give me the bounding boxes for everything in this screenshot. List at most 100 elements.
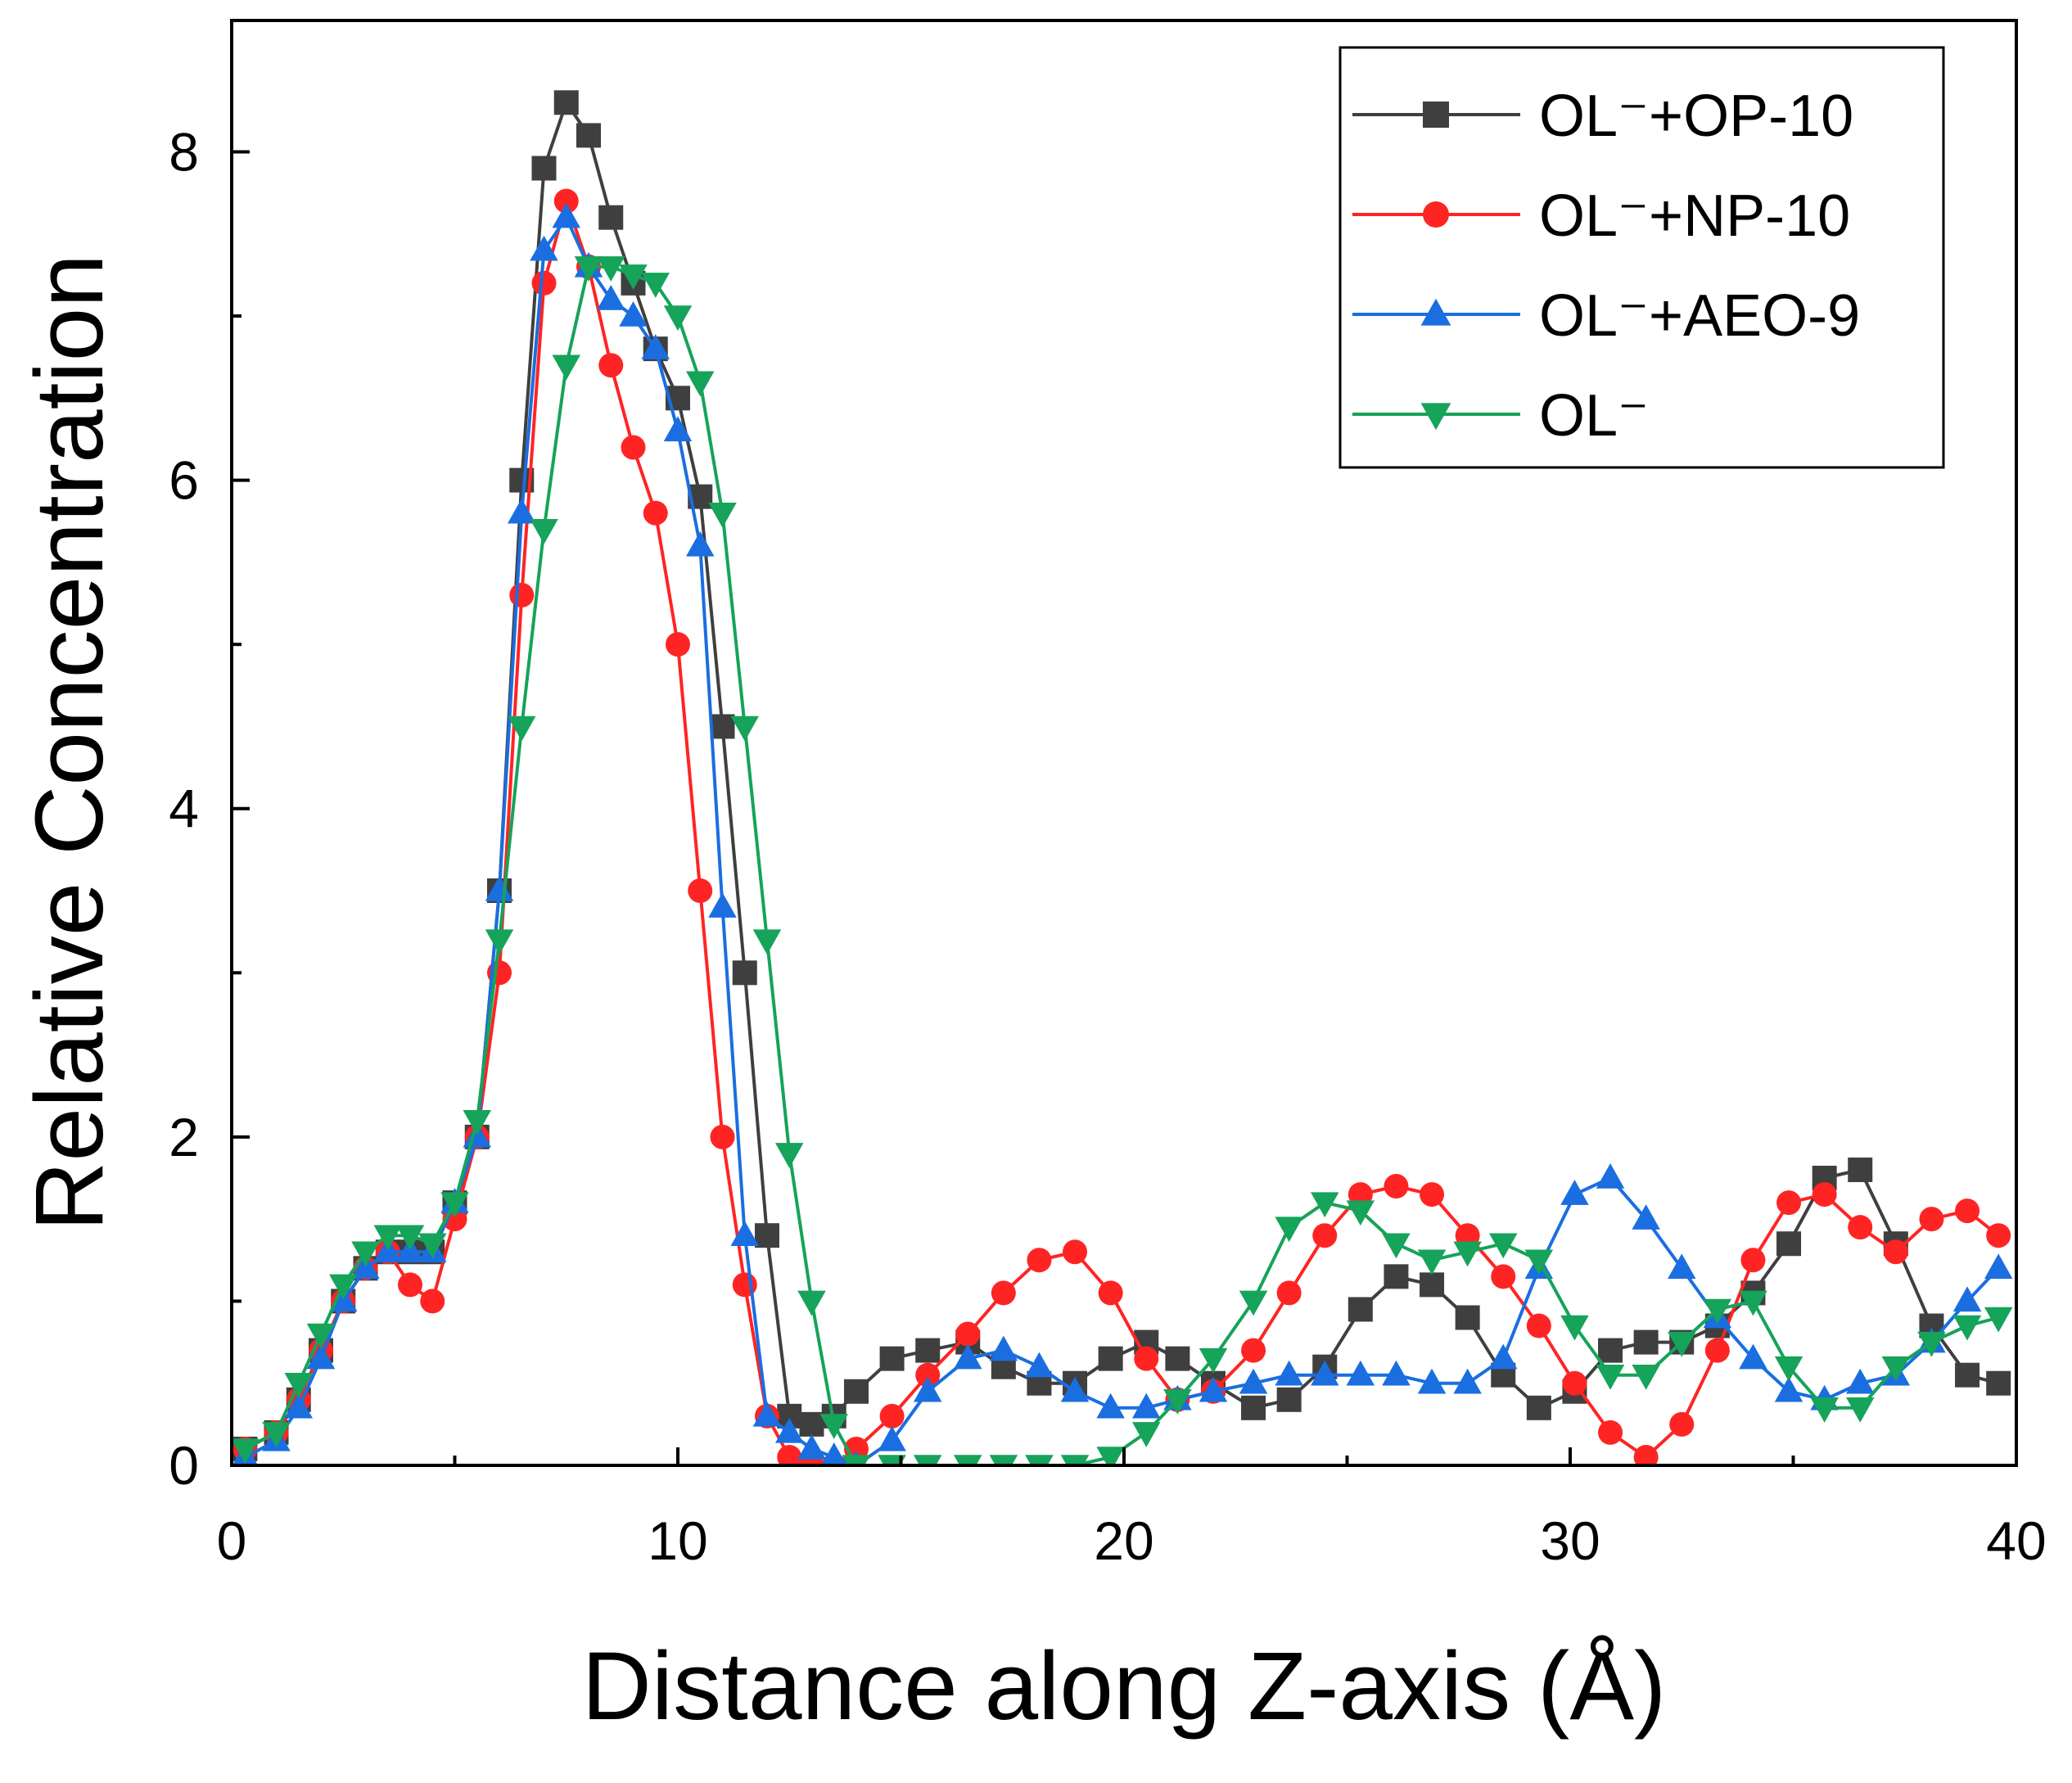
y-tick-label: 2 <box>169 1107 199 1167</box>
data-point <box>954 1343 982 1370</box>
legend-entry: OL⁻+OP-10 <box>1352 84 1853 149</box>
data-point <box>1984 1253 2013 1280</box>
series-layer <box>232 90 2013 1465</box>
data-point <box>878 1455 906 1465</box>
data-point <box>797 1433 826 1460</box>
series-4 <box>232 256 2013 1465</box>
y-axis-title: Relative Concentration <box>16 254 124 1231</box>
data-point <box>1239 1290 1268 1316</box>
data-point <box>619 264 648 290</box>
data-point <box>991 1280 1016 1306</box>
data-point <box>775 1143 804 1168</box>
legend-marker <box>1420 298 1451 326</box>
data-point <box>284 1372 313 1398</box>
x-axis: 0 10 20 30 40 <box>217 1447 2047 1571</box>
data-point <box>395 1225 425 1251</box>
data-point <box>1984 1307 2013 1333</box>
data-point <box>821 1442 847 1465</box>
data-point <box>752 1401 782 1427</box>
x-axis-title: Distance along Z-axis (Å) <box>582 1632 1667 1740</box>
data-point <box>643 500 668 526</box>
data-point <box>1955 1362 1980 1388</box>
data-point <box>1384 1264 1409 1289</box>
data-point <box>552 202 580 228</box>
data-point <box>878 1425 906 1451</box>
data-point <box>1276 1280 1302 1306</box>
data-point <box>641 334 670 359</box>
data-point <box>1098 1346 1123 1371</box>
data-point <box>1453 1241 1482 1267</box>
data-point <box>530 519 558 544</box>
x-tick-label: 0 <box>217 1510 247 1571</box>
data-point <box>1986 1223 2011 1248</box>
data-point <box>1526 1395 1551 1420</box>
data-point <box>913 1455 942 1465</box>
data-point <box>420 1289 445 1314</box>
data-point <box>1739 1290 1767 1316</box>
data-point <box>1165 1346 1190 1371</box>
legend-entry: OL⁻+AEO-9 <box>1352 283 1860 349</box>
data-point <box>1596 1364 1625 1390</box>
y-axis: 0 2 4 6 8 <box>169 121 250 1496</box>
data-point <box>1596 1163 1625 1189</box>
data-point <box>844 1379 869 1404</box>
data-point <box>553 188 579 214</box>
data-point <box>1774 1356 1803 1382</box>
legend-marker <box>1420 403 1451 431</box>
data-point <box>1848 1215 1873 1240</box>
data-point <box>688 878 713 904</box>
legend-label: OL⁻ <box>1539 383 1649 449</box>
data-point <box>1311 1360 1339 1386</box>
data-point <box>1633 1329 1659 1355</box>
legend-entry: OL⁻ <box>1352 383 1649 449</box>
data-point <box>1132 1393 1161 1419</box>
data-point <box>1704 1338 1730 1363</box>
data-point <box>730 715 759 742</box>
data-point <box>1098 1280 1123 1306</box>
data-point <box>710 714 735 739</box>
data-point <box>641 273 670 298</box>
data-point <box>1025 1455 1054 1465</box>
data-point <box>485 876 514 901</box>
data-point <box>686 530 715 557</box>
data-point <box>1420 1182 1445 1207</box>
data-point <box>1810 1397 1839 1423</box>
data-point <box>1063 1239 1088 1265</box>
data-point <box>1384 1174 1409 1199</box>
data-point <box>619 301 648 327</box>
data-point <box>1312 1223 1338 1248</box>
data-point <box>1241 1395 1266 1420</box>
data-point <box>819 1414 848 1439</box>
data-point <box>306 1343 336 1370</box>
data-point <box>329 1274 358 1300</box>
data-point <box>1346 1200 1375 1226</box>
y-tick-label: 6 <box>169 450 199 511</box>
data-point <box>1881 1356 1911 1382</box>
data-point <box>1455 1305 1480 1330</box>
data-point <box>775 1417 804 1443</box>
data-point <box>1883 1239 1908 1265</box>
data-point <box>666 632 690 657</box>
data-point <box>1740 1248 1766 1273</box>
x-tick-label: 30 <box>1540 1510 1600 1571</box>
data-point <box>1632 1204 1660 1230</box>
data-point <box>1919 1207 1944 1232</box>
data-point <box>989 1335 1018 1361</box>
data-point <box>732 960 757 986</box>
data-point <box>663 416 693 442</box>
data-point <box>1491 1264 1516 1289</box>
data-point <box>1275 1360 1303 1386</box>
data-point <box>1562 1370 1587 1396</box>
data-point <box>598 205 624 230</box>
data-point <box>1739 1343 1767 1370</box>
data-point <box>232 1438 260 1464</box>
data-point <box>1560 1315 1589 1341</box>
data-point <box>1163 1389 1192 1415</box>
data-point <box>1060 1376 1090 1402</box>
data-point <box>373 1225 402 1251</box>
data-point <box>708 892 737 918</box>
data-point <box>1952 1286 1982 1312</box>
data-point <box>531 270 557 296</box>
data-point <box>1846 1397 1875 1423</box>
